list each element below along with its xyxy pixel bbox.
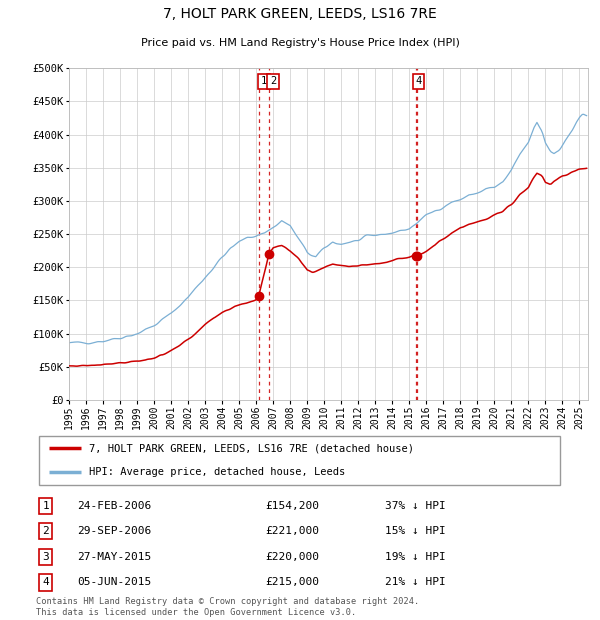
FancyBboxPatch shape xyxy=(38,436,560,485)
Text: 15% ↓ HPI: 15% ↓ HPI xyxy=(385,526,446,536)
Text: £215,000: £215,000 xyxy=(265,577,319,587)
Text: 2: 2 xyxy=(43,526,49,536)
Text: £220,000: £220,000 xyxy=(265,552,319,562)
Text: 21% ↓ HPI: 21% ↓ HPI xyxy=(385,577,446,587)
Text: 37% ↓ HPI: 37% ↓ HPI xyxy=(385,501,446,511)
Text: Price paid vs. HM Land Registry's House Price Index (HPI): Price paid vs. HM Land Registry's House … xyxy=(140,38,460,48)
Text: 29-SEP-2006: 29-SEP-2006 xyxy=(77,526,151,536)
Text: Contains HM Land Registry data © Crown copyright and database right 2024.
This d: Contains HM Land Registry data © Crown c… xyxy=(36,598,419,617)
Text: 24-FEB-2006: 24-FEB-2006 xyxy=(77,501,151,511)
Text: 4: 4 xyxy=(43,577,49,587)
Text: HPI: Average price, detached house, Leeds: HPI: Average price, detached house, Leed… xyxy=(89,467,345,477)
Text: £221,000: £221,000 xyxy=(265,526,319,536)
Text: 7, HOLT PARK GREEN, LEEDS, LS16 7RE (detached house): 7, HOLT PARK GREEN, LEEDS, LS16 7RE (det… xyxy=(89,443,414,453)
Text: 4: 4 xyxy=(416,76,422,86)
Text: 3: 3 xyxy=(43,552,49,562)
Text: £154,200: £154,200 xyxy=(265,501,319,511)
Text: 19% ↓ HPI: 19% ↓ HPI xyxy=(385,552,446,562)
Text: 27-MAY-2015: 27-MAY-2015 xyxy=(77,552,151,562)
Text: 2: 2 xyxy=(270,76,277,86)
Text: 7, HOLT PARK GREEN, LEEDS, LS16 7RE: 7, HOLT PARK GREEN, LEEDS, LS16 7RE xyxy=(163,7,437,21)
Text: 1: 1 xyxy=(261,76,267,86)
Text: 1: 1 xyxy=(43,501,49,511)
Text: 05-JUN-2015: 05-JUN-2015 xyxy=(77,577,151,587)
